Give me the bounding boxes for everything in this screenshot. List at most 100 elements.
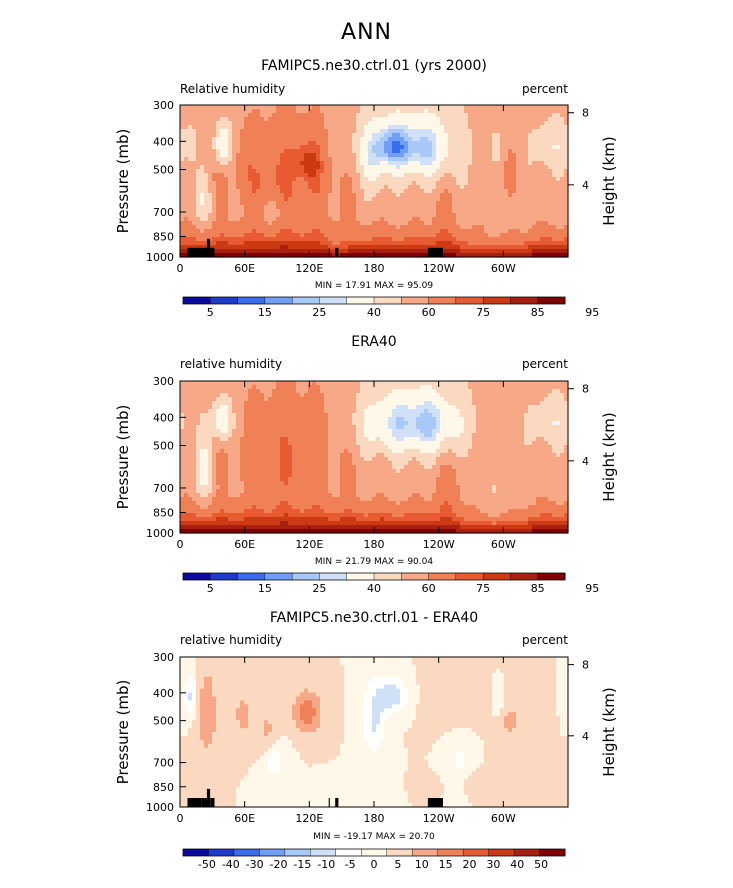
panel1-contour-cell bbox=[380, 109, 385, 114]
panel1-contour-cell bbox=[388, 105, 393, 110]
panel1-contour-cell bbox=[448, 253, 453, 258]
panel1-contour-cell bbox=[500, 125, 505, 130]
panel1-contour-cell bbox=[244, 137, 249, 142]
panel1-contour-cell bbox=[540, 161, 545, 166]
panel2-contour-cell bbox=[496, 401, 501, 406]
panel1-contour-cell bbox=[504, 217, 509, 222]
panel1-contour-cell bbox=[440, 189, 445, 194]
panel1-contour-cell bbox=[340, 205, 345, 210]
panel1-contour-cell bbox=[296, 245, 301, 250]
panel1-contour-cell bbox=[304, 181, 309, 186]
panel1-contour-cell bbox=[264, 237, 269, 242]
panel1-contour-cell bbox=[512, 237, 517, 242]
panel2-contour-cell bbox=[524, 417, 529, 422]
panel1-contour-cell bbox=[512, 169, 517, 174]
panel1-contour-cell bbox=[404, 221, 409, 226]
panel1-contour-cell bbox=[396, 245, 401, 250]
panel1-contour-cell bbox=[484, 141, 489, 146]
panel1-contour-cell bbox=[220, 221, 225, 226]
panel2-contour-cell bbox=[216, 381, 221, 386]
panel1-terrain-mask bbox=[201, 247, 207, 257]
panel1-contour-cell bbox=[300, 193, 305, 198]
panel1-contour-cell bbox=[336, 241, 341, 246]
panel1-contour-cell bbox=[212, 189, 217, 194]
panel2-contour-cell bbox=[424, 389, 429, 394]
panel1-contour-cell bbox=[292, 217, 297, 222]
panel1-contour-cell bbox=[400, 121, 405, 126]
panel1-contour-cell bbox=[392, 109, 397, 114]
panel1-contour-cell bbox=[408, 237, 413, 242]
panel1-contour-cell bbox=[356, 213, 361, 218]
panel1-contour-cell bbox=[196, 173, 201, 178]
panel1-contour-cell bbox=[304, 137, 309, 142]
panel1-contour-cell bbox=[192, 221, 197, 226]
panel1-contour-cell bbox=[548, 173, 553, 178]
panel1-contour-cell bbox=[260, 217, 265, 222]
panel2-contour-cell bbox=[304, 417, 309, 422]
panel1-contour-cell bbox=[488, 105, 493, 110]
panel1-contour-cell bbox=[484, 129, 489, 134]
panel1-contour-cell bbox=[312, 105, 317, 110]
panel1-contour-cell bbox=[524, 193, 529, 198]
panel1-contour-cell bbox=[472, 189, 477, 194]
panel1-contour-cell bbox=[552, 137, 557, 142]
panel1-contour-cell bbox=[484, 173, 489, 178]
panel2-contour-cell bbox=[228, 405, 233, 410]
panel2-contour-cell bbox=[184, 413, 189, 418]
panel2-contour-cell bbox=[300, 417, 305, 422]
panel1-contour-cell bbox=[452, 233, 457, 238]
panel1-contour-cell bbox=[224, 137, 229, 142]
panel1-contour-cell bbox=[268, 141, 273, 146]
panel2-contour-cell bbox=[200, 393, 205, 398]
panel1-contour-cell bbox=[452, 193, 457, 198]
panel2-contour-cell bbox=[560, 397, 565, 402]
panel2-contour-cell bbox=[432, 405, 437, 410]
panel1-contour-cell bbox=[416, 229, 421, 234]
panel1-contour-cell bbox=[288, 229, 293, 234]
panel1-colorbar-swatch bbox=[510, 296, 539, 305]
panel1-contour-cell bbox=[196, 105, 201, 110]
panel2-contour-cell bbox=[380, 389, 385, 394]
panel1-contour-cell bbox=[404, 185, 409, 190]
panel2-contour-cell bbox=[340, 389, 345, 394]
panel2-contour-cell bbox=[432, 385, 437, 390]
panel2-contour-cell bbox=[436, 397, 441, 402]
panel2-contour-cell bbox=[452, 417, 457, 422]
panel1-contour-cell bbox=[304, 173, 309, 178]
panel1-contour-cell bbox=[208, 129, 213, 134]
panel1-contour-cell bbox=[380, 133, 385, 138]
panel2-contour-cell bbox=[372, 397, 377, 402]
panel2-contour-cell bbox=[484, 381, 489, 386]
panel1-contour-cell bbox=[196, 193, 201, 198]
panel1-contour-cell bbox=[368, 225, 373, 230]
panel1-contour-cell bbox=[212, 121, 217, 126]
panel1-contour-cell bbox=[548, 213, 553, 218]
panel1-contour-cell bbox=[188, 121, 193, 126]
panel1-contour-cell bbox=[388, 193, 393, 198]
panel1-contour-cell bbox=[352, 161, 357, 166]
panel1-contour-cell bbox=[324, 177, 329, 182]
panel1-contour-cell bbox=[492, 197, 497, 202]
panel1-contour-cell bbox=[192, 141, 197, 146]
panel1-contour-cell bbox=[236, 225, 241, 230]
panel2-contour-cell bbox=[416, 425, 421, 430]
panel1-contour-cell bbox=[480, 133, 485, 138]
panel1-contour-cell bbox=[240, 153, 245, 158]
panel1-contour-cell bbox=[400, 213, 405, 218]
panel1-contour-cell bbox=[244, 177, 249, 182]
panel1-contour-cell bbox=[328, 169, 333, 174]
panel1-contour-cell bbox=[544, 181, 549, 186]
panel1-contour-cell bbox=[264, 249, 269, 254]
panel1-contour-cell bbox=[448, 193, 453, 198]
panel1-contour-cell bbox=[520, 149, 525, 154]
panel1-contour-cell bbox=[532, 157, 537, 162]
panel2-contour-cell bbox=[436, 417, 441, 422]
panel1-contour-cell bbox=[432, 121, 437, 126]
panel2-contour-cell bbox=[284, 421, 289, 426]
panel1-contour-cell bbox=[392, 241, 397, 246]
panel1-contour-cell bbox=[460, 249, 465, 254]
panel1-contour-cell bbox=[272, 153, 277, 158]
panel1-contour-cell bbox=[336, 229, 341, 234]
panel1-contour-cell bbox=[328, 189, 333, 194]
panel1-contour-cell bbox=[184, 201, 189, 206]
